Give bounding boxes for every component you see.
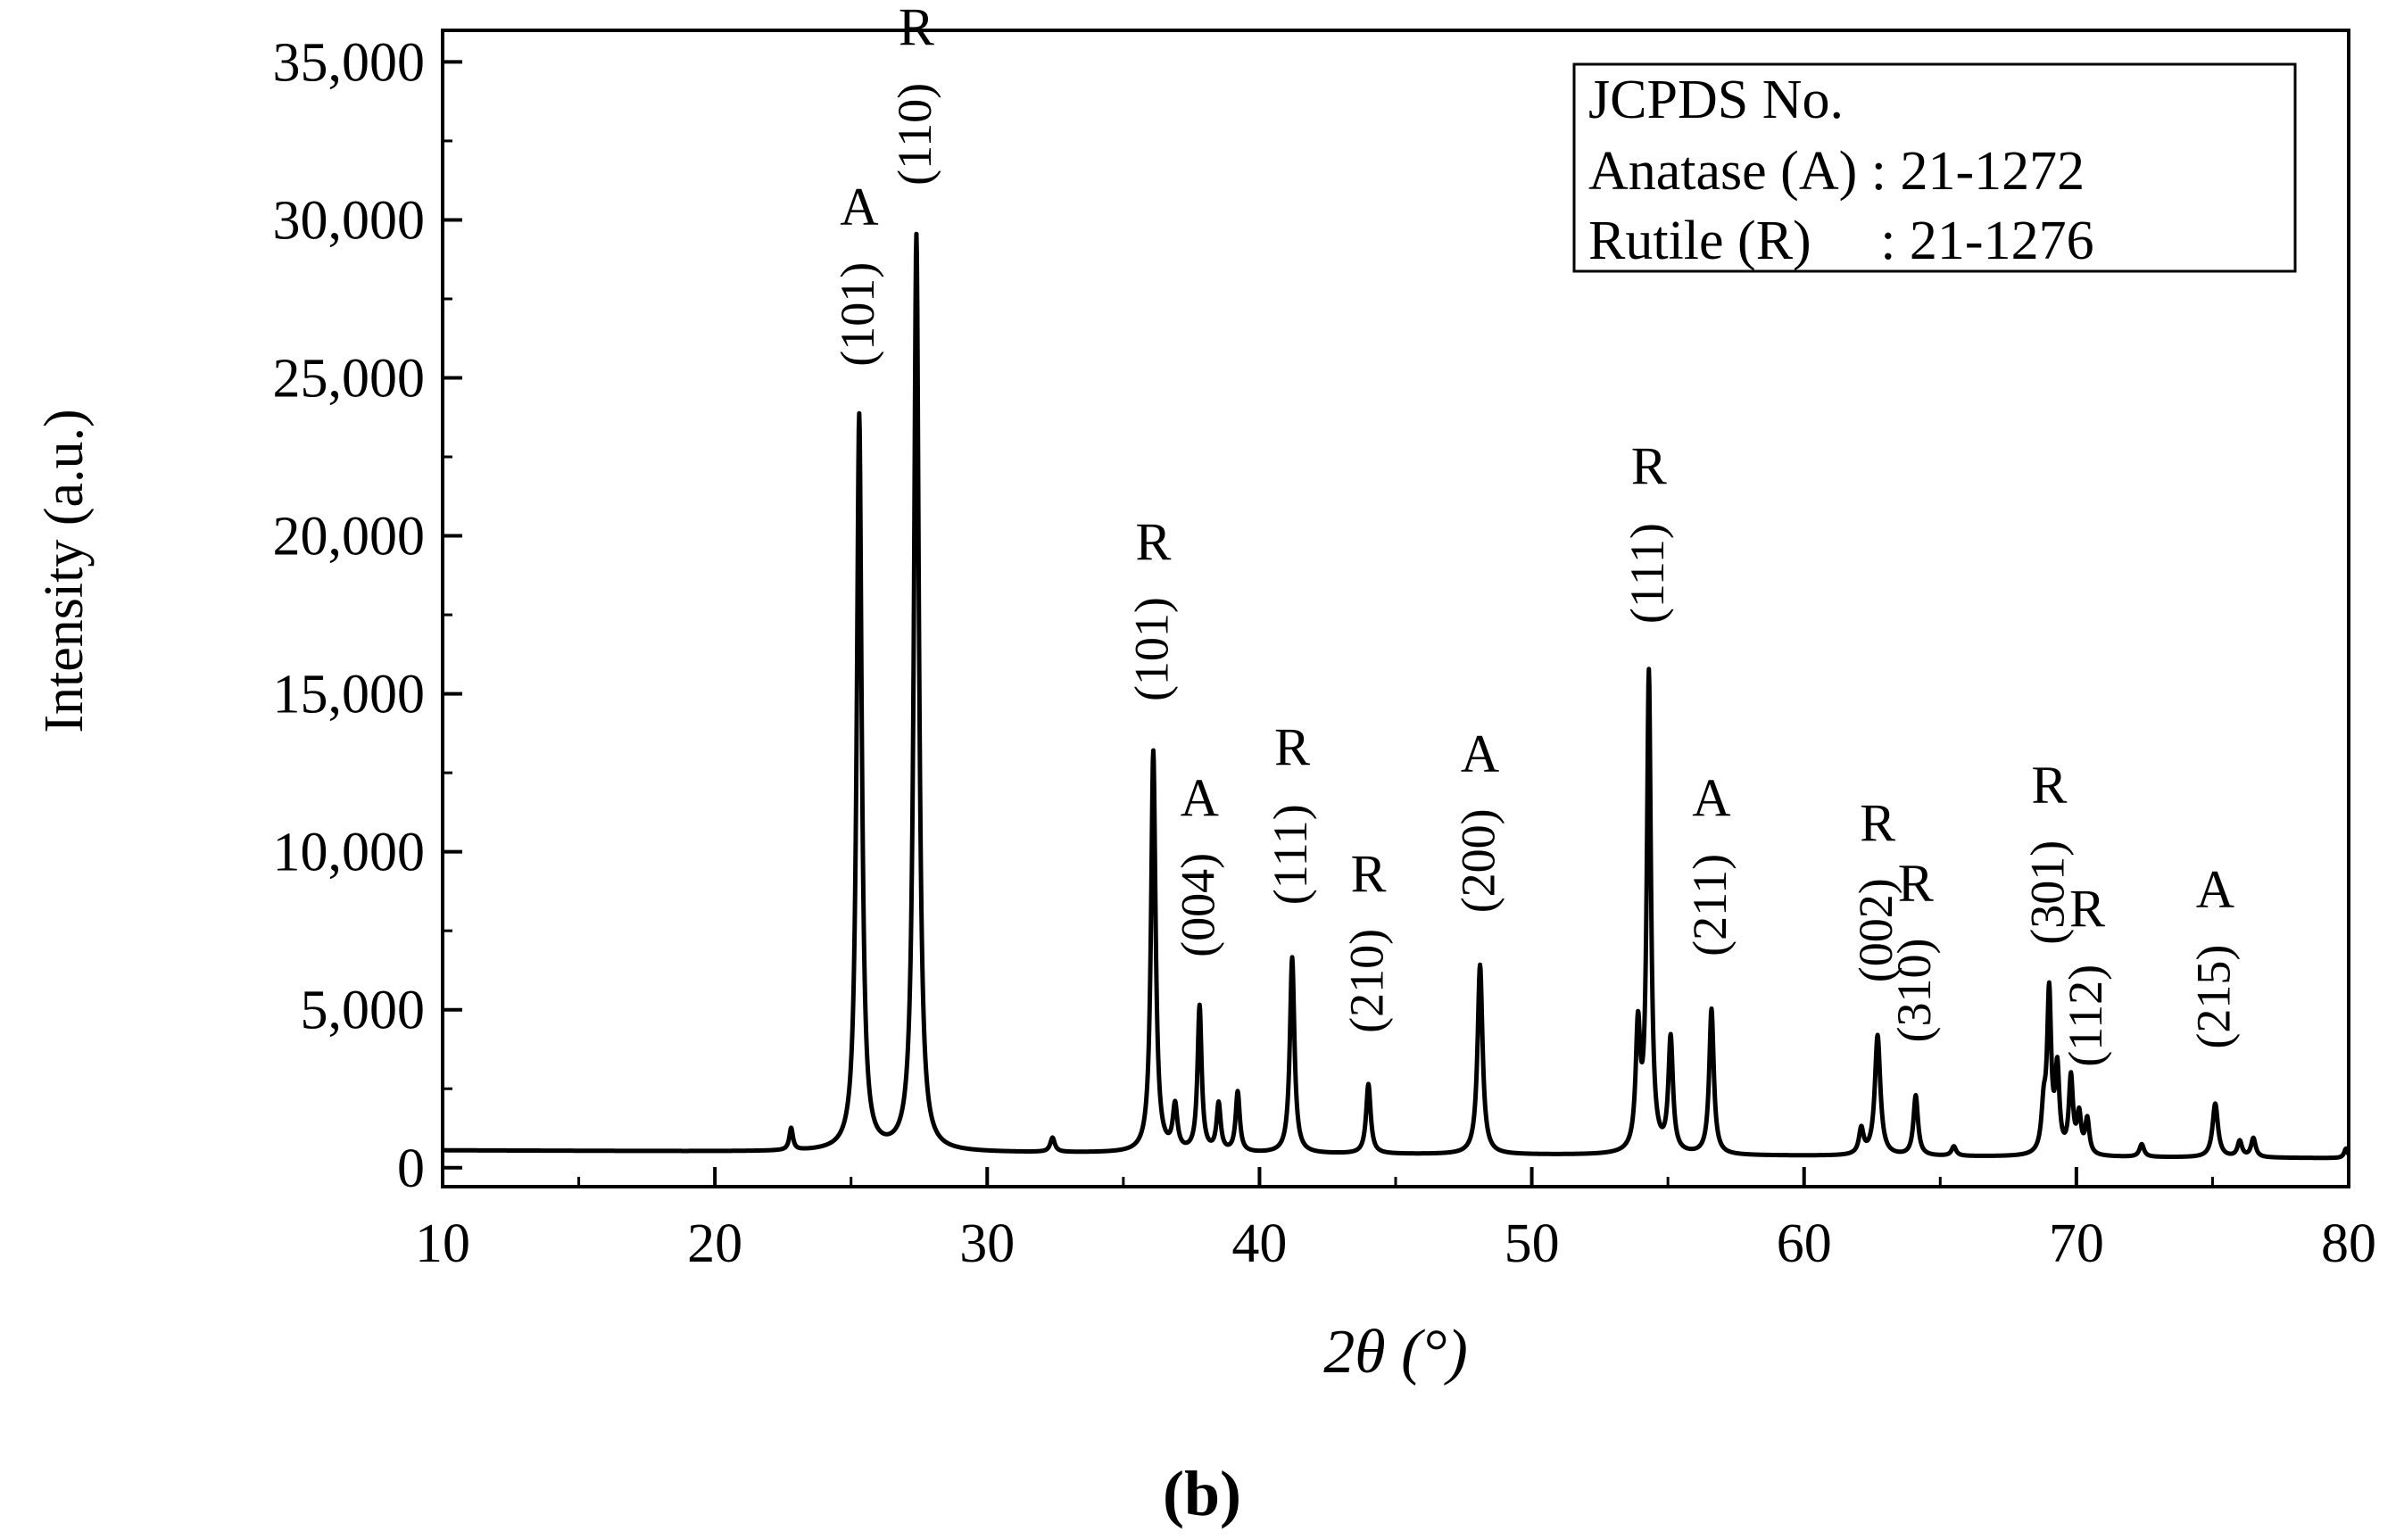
peak-label: (215) A bbox=[2186, 860, 2240, 1048]
y-tick-label: 35,000 bbox=[273, 32, 426, 93]
y-tick-label: 25,000 bbox=[273, 349, 426, 410]
peak-phase-label: R bbox=[1350, 844, 1386, 903]
x-tick-label: 80 bbox=[2321, 1213, 2376, 1274]
peak-phase-label: A bbox=[1692, 768, 1730, 827]
jcpds-legend: JCPDS No. Anatase (A) : 21-1272 Rutile (… bbox=[1572, 62, 2297, 273]
peak-phase-label: A bbox=[1461, 724, 1499, 783]
peak-label: (112) R bbox=[2059, 879, 2112, 1066]
peak-label: (101) A bbox=[831, 178, 884, 366]
x-tick-label: 40 bbox=[1231, 1213, 1287, 1274]
peak-hkl-label: (101) bbox=[831, 262, 884, 367]
y-axis-ticks: 0 5,000 10,000 15,000 20,000 25,000 30,000 35,0… bbox=[273, 32, 462, 1199]
peak-label: (101) R bbox=[1124, 513, 1178, 701]
series-group bbox=[441, 231, 2351, 1161]
peak-hkl-label: (111) bbox=[1621, 523, 1674, 624]
peak-label: (301) R bbox=[2020, 756, 2074, 944]
peak-hkl-label: (210) bbox=[1339, 929, 1393, 1033]
peak-label: (004) A bbox=[1171, 768, 1224, 956]
peak-hkl-label: (215) bbox=[2186, 945, 2240, 1049]
peak-phase-label: R bbox=[2069, 879, 2105, 938]
y-tick-label: 5,000 bbox=[301, 981, 426, 1041]
peak-phase-label: R bbox=[1860, 794, 1895, 853]
x-tick-label: 10 bbox=[415, 1213, 470, 1274]
peak-hkl-label: (310) bbox=[1887, 939, 1941, 1043]
peak-label: (111) R bbox=[1621, 437, 1674, 624]
y-axis-title: Intensity (a.u.) bbox=[34, 409, 95, 733]
x-tick-label: 50 bbox=[1505, 1213, 1560, 1274]
peak-hkl-label: (101) bbox=[1124, 597, 1178, 701]
x-tick-label: 70 bbox=[2049, 1213, 2104, 1274]
peak-hkl-label: (110) bbox=[888, 83, 941, 186]
peak-hkl-label: (211) bbox=[1683, 854, 1737, 956]
peak-label: (310) R bbox=[1887, 854, 1941, 1042]
series-line bbox=[441, 231, 2351, 1161]
legend-title: JCPDS No. bbox=[1588, 70, 1844, 130]
peak-hkl-label: (112) bbox=[2059, 965, 2112, 1067]
peak-label: (211) A bbox=[1683, 768, 1737, 956]
peak-hkl-label: (111) bbox=[1264, 804, 1317, 905]
figure-label: (b) bbox=[1163, 1458, 1241, 1529]
peak-label: (002) R bbox=[1849, 794, 1902, 982]
peak-phase-label: R bbox=[1631, 437, 1667, 496]
peak-phase-label: A bbox=[2196, 860, 2234, 919]
peak-phase-label: R bbox=[1898, 854, 1934, 913]
x-axis-ticks: 10 20 30 40 50 60 70 80 bbox=[415, 1167, 2376, 1274]
peak-phase-label: A bbox=[840, 178, 878, 236]
x-tick-label: 20 bbox=[687, 1213, 742, 1274]
y-tick-label: 20,000 bbox=[273, 507, 426, 567]
y-tick-label: 0 bbox=[397, 1138, 425, 1199]
legend-anatase: Anatase (A) : 21-1272 bbox=[1588, 141, 2085, 202]
x-tick-label: 30 bbox=[959, 1213, 1015, 1274]
x-tick-label: 60 bbox=[1777, 1213, 1832, 1274]
peak-label: (111) R bbox=[1264, 718, 1317, 905]
peak-label: (210) R bbox=[1339, 844, 1393, 1032]
legend-rutile: Rutile (R) : 21-1276 bbox=[1588, 211, 2094, 271]
peak-phase-label: R bbox=[2031, 756, 2067, 815]
peak-label: (200) A bbox=[1452, 724, 1505, 913]
peak-phase-label: R bbox=[899, 0, 934, 56]
peak-hkl-label: (002) bbox=[1849, 878, 1902, 982]
y-tick-label: 10,000 bbox=[273, 823, 426, 883]
peak-phase-label: R bbox=[1274, 718, 1310, 777]
legend-box bbox=[1572, 62, 2297, 273]
peak-hkl-label: (004) bbox=[1171, 853, 1224, 957]
peak-phase-label: A bbox=[1181, 768, 1219, 827]
y-tick-label: 15,000 bbox=[273, 665, 426, 725]
y-tick-label: 30,000 bbox=[273, 190, 426, 251]
peak-hkl-label: (200) bbox=[1452, 808, 1505, 913]
x-axis-title: 2θ (°) bbox=[1323, 1318, 1468, 1387]
peak-labels: (101)A(110)R(101)R(004)A(111)R(210)R (200… bbox=[831, 0, 2241, 1067]
peak-label: (110) R bbox=[888, 0, 941, 186]
peak-hkl-label: (301) bbox=[2020, 840, 2074, 945]
peak-phase-label: R bbox=[1135, 513, 1171, 572]
